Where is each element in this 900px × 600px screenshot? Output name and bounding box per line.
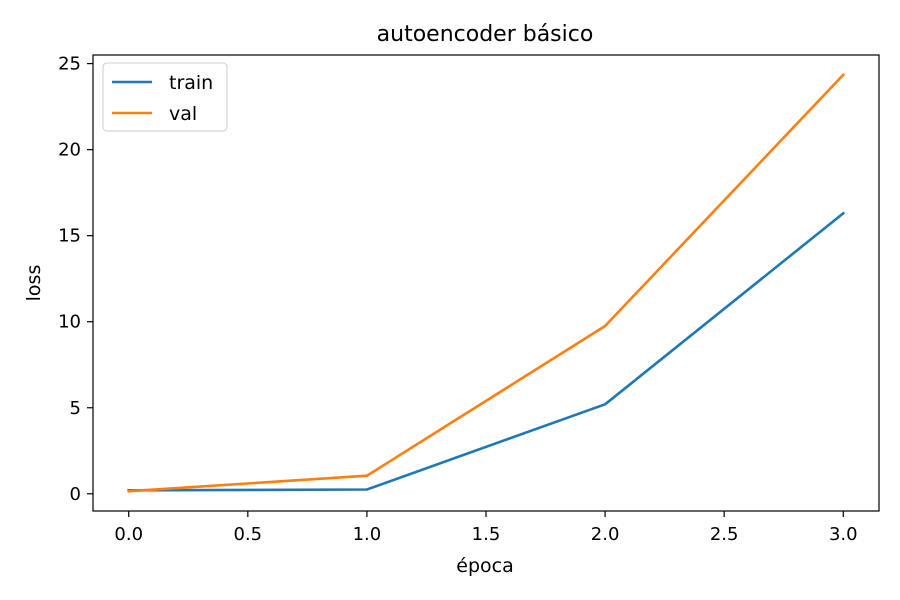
legend: train val: [102, 62, 228, 132]
chart-title: autoencoder básico: [377, 22, 594, 47]
x-tick-label: 1.5: [472, 524, 501, 545]
legend-label-train: train: [169, 72, 213, 94]
x-tick-label: 2.0: [591, 524, 620, 545]
x-tick-label: 0.0: [114, 524, 143, 545]
x-axis: 0.0 0.5 1.0 1.5 2.0 2.5 3.0: [114, 511, 858, 545]
x-tick-label: 1.0: [353, 524, 382, 545]
y-tick-label: 25: [58, 54, 81, 75]
y-axis-label: loss: [23, 265, 45, 302]
y-axis: 0 5 10 15 20 25: [58, 54, 93, 505]
x-axis-label: época: [456, 555, 513, 577]
series-line-train: [127, 211, 846, 492]
x-tick-label: 3.0: [829, 524, 858, 545]
x-tick-label: 2.5: [710, 524, 739, 545]
series-layer: [127, 72, 846, 493]
y-tick-label: 0: [70, 484, 81, 505]
y-tick-label: 10: [58, 312, 81, 333]
x-tick-label: 0.5: [233, 524, 262, 545]
y-tick-label: 5: [70, 398, 81, 419]
y-tick-label: 15: [58, 226, 81, 247]
y-tick-label: 20: [58, 140, 81, 161]
series-line-val: [127, 72, 846, 493]
legend-label-val: val: [169, 103, 197, 125]
